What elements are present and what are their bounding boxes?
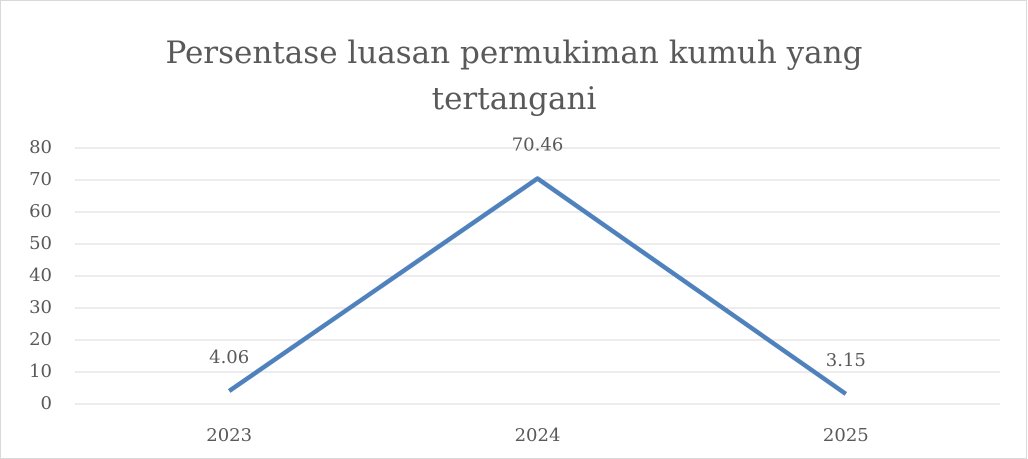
- y-tick-label: 20: [29, 329, 52, 350]
- x-tick-label: 2025: [823, 425, 869, 446]
- data-label: 3.15: [826, 350, 866, 371]
- y-tick-label: 60: [29, 201, 52, 222]
- y-tick-label: 70: [29, 169, 52, 190]
- data-label: 4.06: [209, 347, 249, 368]
- data-label: 70.46: [512, 135, 564, 156]
- y-tick-label: 30: [29, 297, 52, 318]
- y-tick-label: 80: [29, 137, 52, 158]
- x-tick-label: 2024: [515, 425, 561, 446]
- y-tick-label: 40: [29, 265, 52, 286]
- data-line: [227, 176, 848, 396]
- y-tick-label: 10: [29, 361, 52, 382]
- chart-title: Persentase luasan permukiman kumuh yang …: [165, 35, 863, 117]
- x-tick-label: 2023: [206, 425, 252, 446]
- y-tick-label: 0: [41, 393, 52, 414]
- y-tick-label: 50: [29, 233, 52, 254]
